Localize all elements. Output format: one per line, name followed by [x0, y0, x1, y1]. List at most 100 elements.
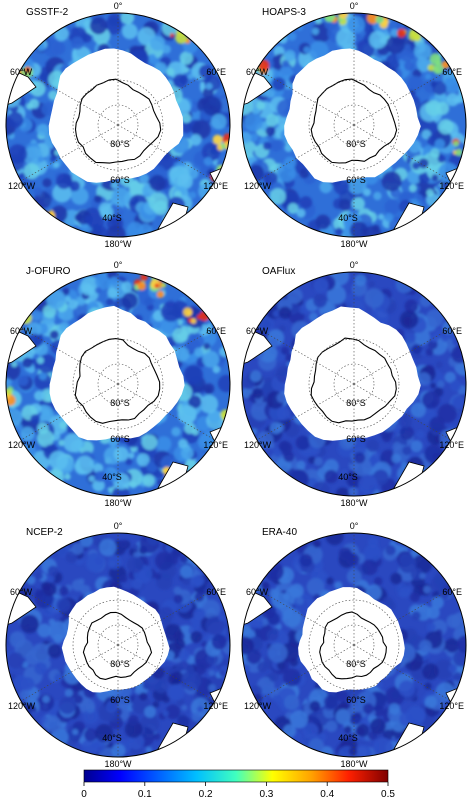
colorbar-ticks: 0 0.1 0.2 0.3 0.4 0.5 — [81, 782, 395, 800]
panel-title: NCEP-2 — [26, 527, 63, 538]
latitude-label-80s: 80°S — [346, 398, 366, 408]
meridian-line — [353, 644, 452, 702]
latitude-label-40s: 40°S — [338, 213, 358, 223]
meridian-label-120w: 120°W — [244, 440, 272, 450]
colorbar-tick-label: 0.4 — [320, 789, 334, 800]
latitude-circle — [72, 338, 164, 430]
latitude-circle — [97, 624, 139, 666]
meridian-label-180w: 180°W — [104, 498, 132, 508]
antarctica-coastline — [82, 611, 153, 680]
map-panel-ncep-2: NCEP-2 0° 60°W 60°E 120°W 120°E 180°W 80°S 60°S 4… — [5, 521, 231, 769]
latitude-label-60s: 60°S — [110, 175, 130, 185]
latitude-label-40s: 40°S — [338, 733, 358, 743]
map-boundary — [5, 532, 231, 758]
sea-ice-mask — [284, 48, 421, 183]
colorbar-tick-label: 0 — [81, 789, 87, 800]
meridian-line — [353, 588, 452, 646]
meridian-label-120e: 120°E — [203, 440, 228, 450]
meridian-line — [117, 383, 216, 441]
latitude-circle — [333, 104, 375, 146]
meridian-label-0: 0° — [350, 260, 359, 270]
latitude-circle — [333, 624, 375, 666]
meridian-line — [117, 68, 216, 126]
meridian-label-60w: 60°W — [246, 326, 269, 336]
meridian-label-60e: 60°E — [206, 326, 226, 336]
latitude-circle — [308, 79, 400, 171]
meridian-line — [117, 327, 216, 385]
meridian-line — [20, 68, 119, 126]
meridian-label-60e: 60°E — [442, 587, 462, 597]
meridian-label-60w: 60°W — [246, 587, 269, 597]
meridian-label-60w: 60°W — [10, 67, 33, 77]
meridian-label-120w: 120°W — [8, 701, 36, 711]
meridian-line — [20, 588, 119, 646]
meridian-label-60e: 60°E — [442, 326, 462, 336]
antarctica-coastline — [74, 78, 162, 164]
meridian-label-0: 0° — [114, 521, 123, 531]
meridian-line — [256, 327, 355, 385]
colorbar-ramp — [83, 769, 389, 783]
meridian-line — [20, 124, 119, 182]
meridian-label-120e: 120°E — [439, 440, 464, 450]
meridian-line — [353, 68, 452, 126]
latitude-label-60s: 60°S — [346, 434, 366, 444]
map-boundary — [5, 271, 231, 497]
antarctica-coastline — [74, 338, 161, 424]
latitude-label-60s: 60°S — [346, 695, 366, 705]
meridian-label-180w: 180°W — [104, 239, 132, 249]
colorbar-tick-label: 0.3 — [259, 789, 273, 800]
flux-field — [6, 272, 230, 496]
meridian-line — [20, 383, 119, 441]
latitude-label-40s: 40°S — [102, 733, 122, 743]
meridian-line — [256, 644, 355, 702]
map-panel-gsstf-2: GSSTF-2 0° 60°W 60°E 120°W 120°E 180°W 80°S 60°S… — [5, 1, 231, 249]
meridian-label-0: 0° — [350, 1, 359, 11]
meridian-line — [256, 68, 355, 126]
meridian-label-60w: 60°W — [246, 67, 269, 77]
meridian-label-120e: 120°E — [439, 701, 464, 711]
panel-title: OAFlux — [262, 266, 295, 277]
latitude-circle — [333, 363, 375, 405]
meridian-label-60e: 60°E — [442, 67, 462, 77]
meridian-line — [256, 383, 355, 441]
meridian-label-120e: 120°E — [203, 181, 228, 191]
meridian-line — [20, 644, 119, 702]
meridian-label-60w: 60°W — [10, 326, 33, 336]
map-panel-j-ofuro: J-OFURO 0° 60°W 60°E 120°W 120°E 180°W 80°S 60°S… — [5, 260, 231, 508]
latitude-circle — [72, 599, 164, 691]
map-boundary — [5, 12, 231, 238]
meridian-label-120w: 120°W — [244, 181, 272, 191]
meridian-line — [256, 588, 355, 646]
latitude-label-60s: 60°S — [346, 175, 366, 185]
meridian-label-60e: 60°E — [206, 67, 226, 77]
flux-field — [6, 533, 230, 757]
meridian-label-180w: 180°W — [340, 239, 368, 249]
meridian-label-0: 0° — [114, 1, 123, 11]
panel-title: J-OFURO — [26, 266, 71, 277]
map-panel-oaflux: OAFlux 0° 60°W 60°E 120°W 120°E 180°W 80°S 60°S 4… — [241, 260, 467, 508]
latitude-circle — [308, 599, 400, 691]
meridian-label-120w: 120°W — [8, 440, 36, 450]
colorbar-tick-label: 0.1 — [138, 789, 152, 800]
panel-title: GSSTF-2 — [26, 7, 69, 18]
colorbar-tick-label: 0.2 — [199, 789, 213, 800]
map-panel-hoaps-3: HOAPS-3 0° 60°W 60°E 120°W 120°E 180°W 80°S 60°S… — [241, 1, 467, 249]
latitude-label-80s: 80°S — [346, 139, 366, 149]
meridian-line — [353, 383, 452, 441]
antarctica-coastline — [319, 611, 387, 680]
latitude-label-80s: 80°S — [110, 398, 130, 408]
meridian-label-180w: 180°W — [340, 759, 368, 769]
map-boundary — [241, 12, 467, 238]
meridian-line — [117, 124, 216, 182]
antarctica-coastline — [310, 337, 397, 424]
flux-field — [6, 13, 230, 237]
sea-ice-mask — [48, 48, 184, 183]
latitude-label-40s: 40°S — [338, 472, 358, 482]
meridian-line — [117, 588, 216, 646]
meridian-label-180w: 180°W — [340, 498, 368, 508]
map-boundary — [241, 532, 467, 758]
latitude-circle — [72, 79, 164, 171]
meridian-label-60w: 60°W — [10, 587, 33, 597]
antarctica-coastline — [310, 78, 398, 164]
